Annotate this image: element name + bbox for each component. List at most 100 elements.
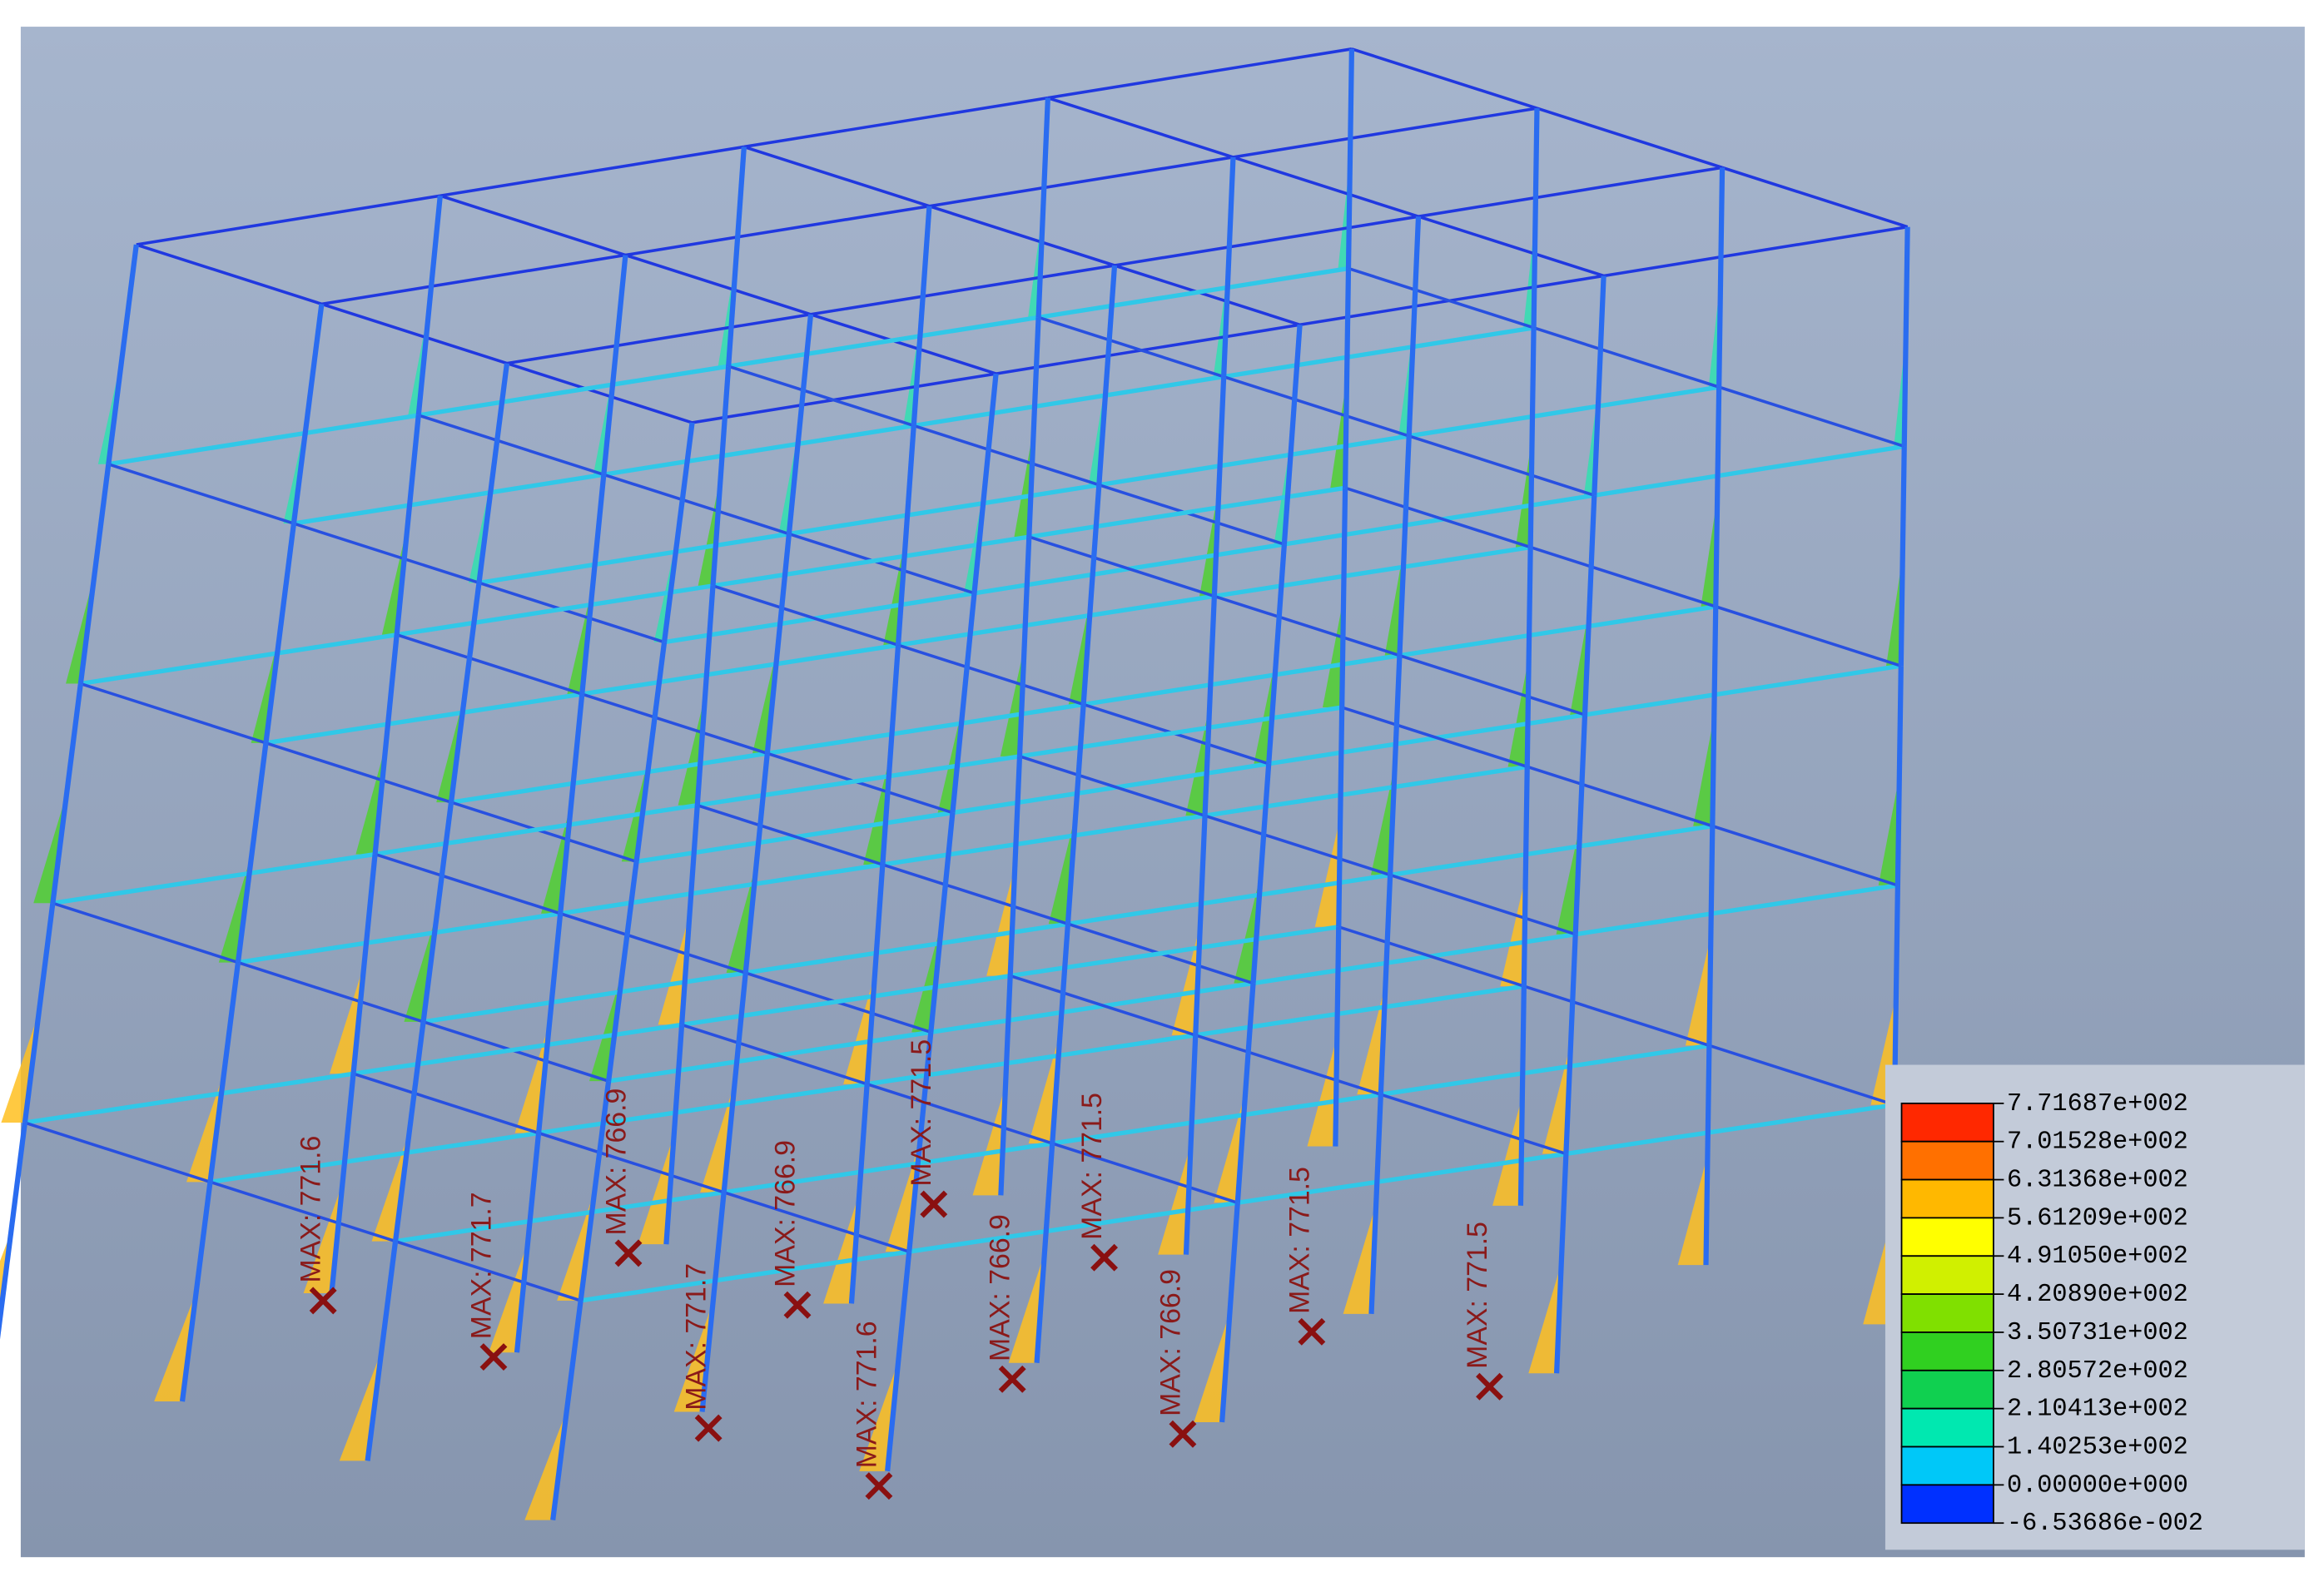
beam <box>928 205 1115 267</box>
beam <box>1098 434 1410 488</box>
beam <box>1408 434 1595 497</box>
column <box>1527 327 1537 548</box>
beam <box>897 643 1085 707</box>
beam <box>810 313 997 375</box>
moment-diagram <box>588 971 623 1082</box>
beam <box>1536 107 1723 170</box>
column <box>885 1251 912 1472</box>
beam <box>353 1022 683 1076</box>
beam <box>1533 326 1720 389</box>
beam <box>1408 384 1720 439</box>
column <box>514 1133 542 1353</box>
column <box>77 464 112 684</box>
column <box>550 1300 583 1521</box>
column <box>1894 666 1904 885</box>
moment-diagram <box>1500 876 1526 987</box>
beam <box>136 194 441 246</box>
column <box>1050 924 1071 1144</box>
column <box>606 860 639 1082</box>
beam <box>1019 755 1206 817</box>
beam <box>788 483 1100 537</box>
beam <box>237 911 561 965</box>
legend-swatch <box>1900 1407 1994 1448</box>
moment-diagram <box>937 702 964 813</box>
beam <box>697 803 883 866</box>
beam <box>1418 166 1723 218</box>
column <box>848 1084 870 1304</box>
max-marker <box>1298 1317 1326 1346</box>
beam <box>581 692 768 755</box>
beam <box>396 633 583 696</box>
column <box>1345 48 1355 269</box>
column <box>1517 986 1527 1206</box>
column <box>1336 707 1345 927</box>
column <box>392 1021 426 1242</box>
beam <box>1344 486 1532 549</box>
beam <box>1038 265 1349 320</box>
moment-diagram <box>718 256 737 367</box>
legend-label: 4.91050e+002 <box>2007 1242 2188 1271</box>
beam <box>767 702 1085 756</box>
legend-swatch <box>1900 1102 1994 1143</box>
beam <box>951 761 1269 816</box>
legend-label: 3.50731e+002 <box>2007 1319 2188 1347</box>
column <box>106 244 139 465</box>
column <box>1211 376 1227 597</box>
beam <box>1341 706 1528 769</box>
beam <box>1715 605 1902 667</box>
beam <box>1708 1044 1895 1107</box>
beam <box>1223 325 1534 379</box>
beam <box>743 145 930 208</box>
column <box>1898 446 1907 667</box>
column <box>1710 606 1719 826</box>
max-label: MAX: 771.6 <box>295 1136 327 1283</box>
column <box>928 812 956 1033</box>
beam <box>479 531 790 585</box>
beam <box>266 692 583 746</box>
column <box>911 206 932 426</box>
max-marker <box>783 1291 812 1319</box>
beam <box>1711 824 1899 887</box>
max-marker <box>1476 1372 1503 1401</box>
beam <box>897 593 1215 647</box>
column <box>1572 714 1588 935</box>
legend-swatch <box>1900 1484 1994 1525</box>
beam <box>624 253 812 316</box>
beam <box>1051 1142 1239 1204</box>
moment-diagram <box>436 692 465 803</box>
beam <box>723 1191 910 1253</box>
max-label: MAX: 771.7 <box>681 1263 713 1411</box>
column <box>50 683 83 904</box>
column <box>1221 156 1236 377</box>
beam <box>1204 814 1391 877</box>
beam <box>727 364 915 428</box>
beam <box>867 1033 1196 1087</box>
column <box>1406 216 1422 437</box>
legend-label: 7.71687e+002 <box>2007 1090 2188 1118</box>
beam <box>320 302 508 365</box>
max-marker <box>309 1287 337 1315</box>
beam <box>1418 215 1605 278</box>
beam <box>788 532 976 595</box>
beam <box>1566 1103 1895 1157</box>
beam <box>559 912 747 974</box>
beam <box>1051 1092 1382 1146</box>
column <box>864 864 886 1084</box>
beam <box>727 315 1040 369</box>
column <box>726 146 747 367</box>
moment-diagram <box>823 1193 860 1304</box>
beam <box>1718 385 1905 449</box>
column <box>1333 926 1342 1147</box>
column <box>1378 875 1393 1095</box>
beam <box>712 584 899 647</box>
column <box>476 363 510 583</box>
beam <box>293 522 480 585</box>
legend-label: 6.31368e+002 <box>2007 1167 2188 1195</box>
column <box>1234 983 1256 1203</box>
legend-swatch <box>1900 1217 1994 1257</box>
beam <box>1038 315 1224 379</box>
beam <box>1530 545 1716 608</box>
beam <box>538 1082 868 1136</box>
beam <box>929 156 1234 208</box>
column <box>394 414 421 636</box>
